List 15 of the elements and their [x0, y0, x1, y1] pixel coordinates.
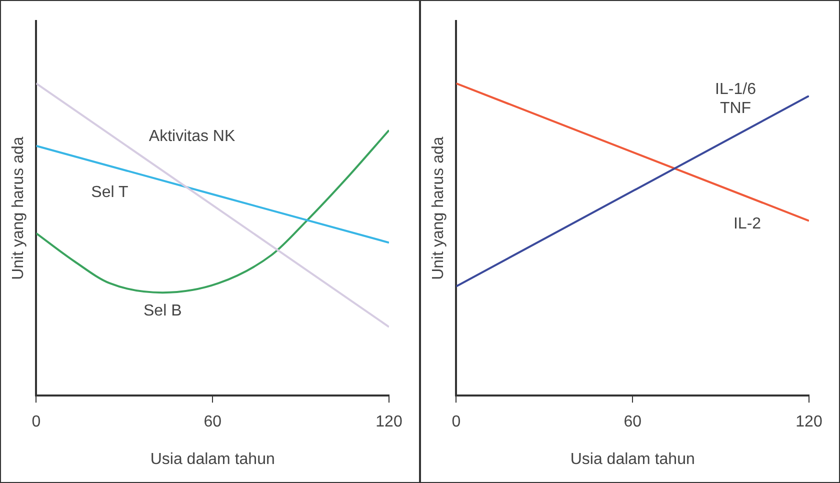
x-axis-title: Usia dalam tahun	[570, 450, 695, 468]
x-axis-title: Usia dalam tahun	[150, 450, 275, 468]
x-tick-label: 0	[452, 414, 461, 431]
series-label: Aktivitas NK	[148, 128, 236, 145]
y-axis-title: Unit yang harus ada	[10, 136, 28, 280]
x-tick-label: 120	[796, 414, 822, 431]
x-tick-label: 60	[624, 414, 642, 431]
y-axis-title: Unit yang harus ada	[430, 136, 448, 280]
x-tick-label: 120	[376, 414, 402, 431]
x-tick-label: 0	[32, 414, 41, 431]
series-label: Sel T	[91, 184, 128, 202]
series-label: Sel B	[143, 302, 182, 320]
series-label: IL-2	[733, 215, 762, 232]
series-label: IL-1/6 TNF	[715, 80, 756, 117]
x-tick-label: 60	[204, 414, 222, 431]
